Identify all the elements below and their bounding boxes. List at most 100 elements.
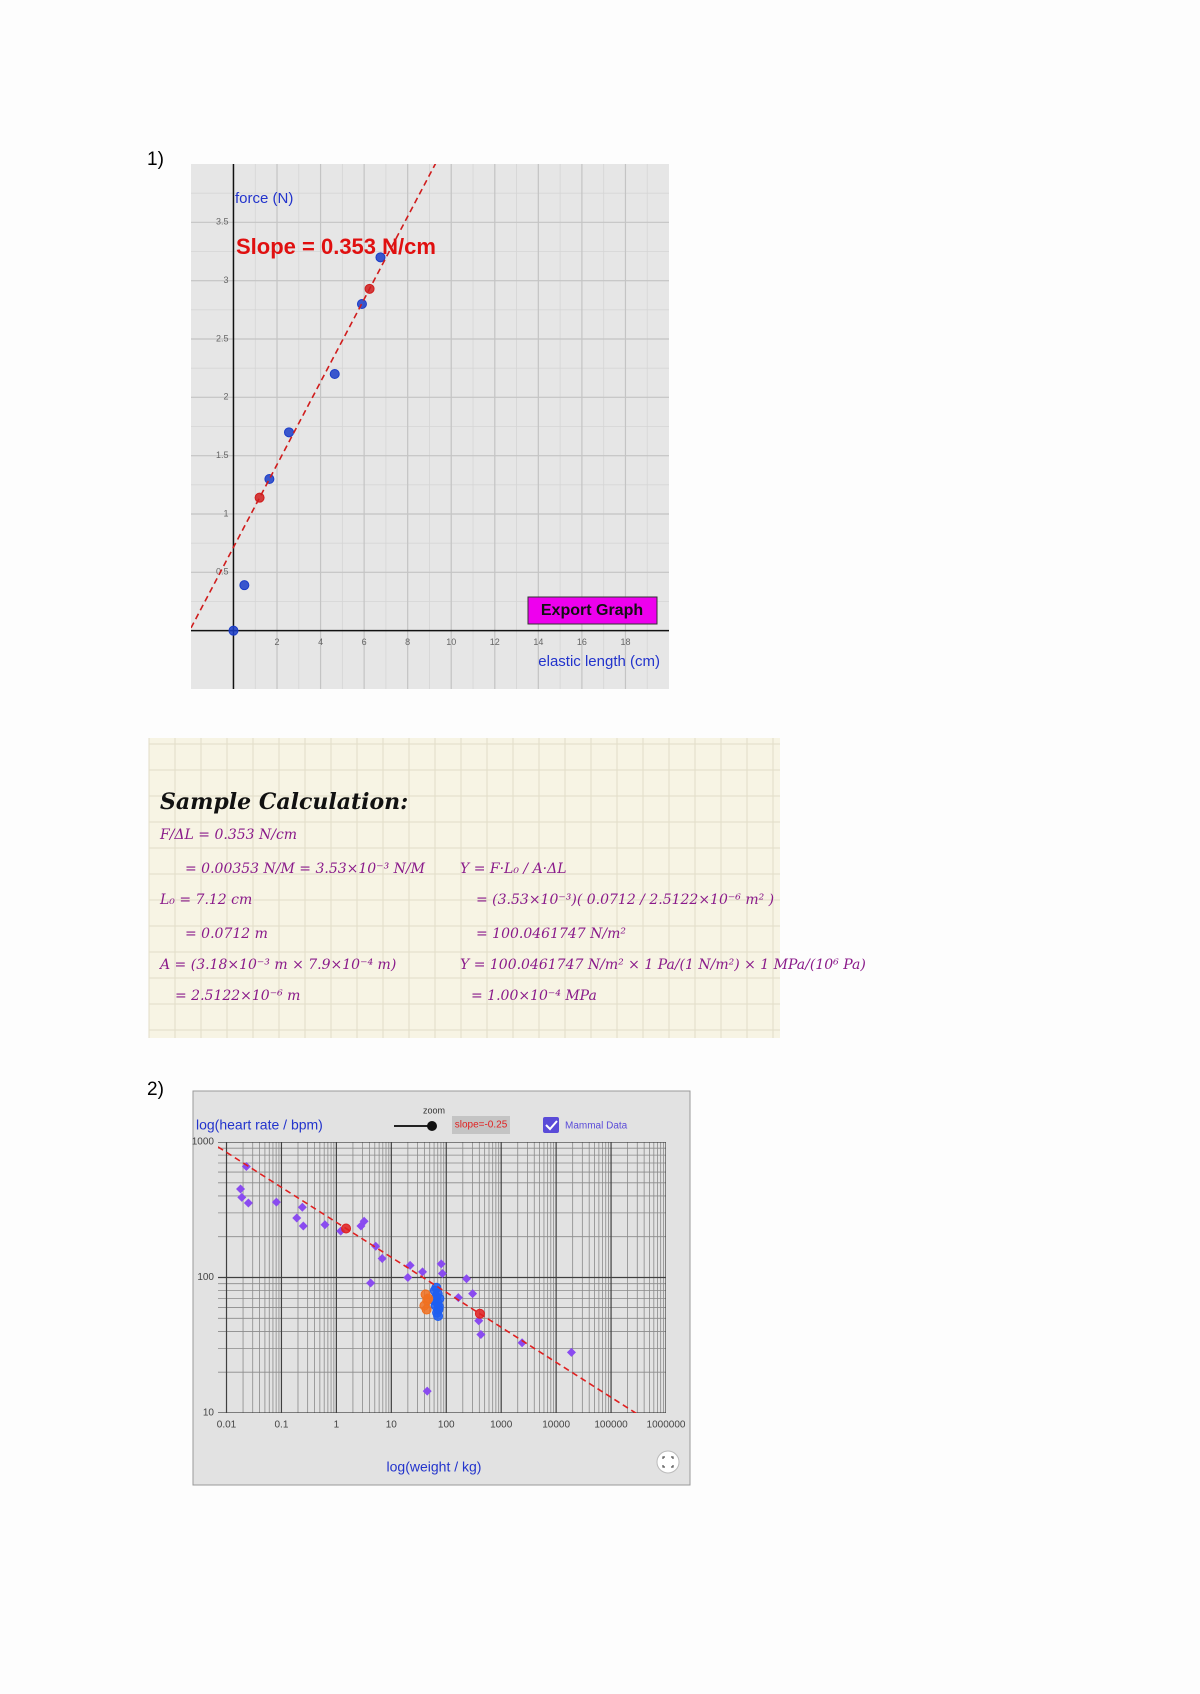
- x-tick-label: 10: [446, 637, 456, 647]
- x-tick-label: 8: [405, 637, 410, 647]
- button-label: Export Graph: [541, 602, 643, 619]
- x-tick-label: 10: [386, 1420, 398, 1431]
- data-point: [421, 1304, 432, 1315]
- section-label: 1): [147, 149, 164, 170]
- data-point: [422, 1386, 432, 1396]
- x-tick-label: 4: [318, 637, 323, 647]
- data-point: [474, 1308, 485, 1319]
- data-point: [453, 1293, 463, 1303]
- data-point: [364, 283, 375, 294]
- x-tick-label: 1: [334, 1420, 340, 1431]
- data-point: [566, 1347, 576, 1357]
- x-tick-label: 100: [438, 1420, 455, 1431]
- notes-grid: [148, 738, 780, 1038]
- calc-line: = 0.00353 N/M = 3.53×10⁻³ N/M: [185, 861, 426, 877]
- y-tick-label: 1: [223, 508, 228, 518]
- section-label: 2): [147, 1079, 164, 1100]
- calc-line: = 100.0461747 N/m²: [476, 926, 626, 942]
- data-point: [366, 1278, 376, 1288]
- data-point: [283, 427, 294, 438]
- y-tick-label: 3: [223, 275, 228, 285]
- data-point: [341, 1223, 352, 1234]
- data-point: [436, 1259, 446, 1269]
- slider-label: zoom: [423, 1105, 445, 1115]
- y-tick-label: 100: [197, 1272, 214, 1283]
- button-background: [656, 1450, 680, 1474]
- data-point: [297, 1202, 307, 1212]
- data-point: [329, 369, 340, 379]
- y-tick-label: 1.5: [216, 450, 229, 460]
- y-tick-label: 2: [223, 392, 228, 402]
- x-tick-label: 1000: [490, 1420, 513, 1431]
- y-tick-label: 1000: [192, 1137, 215, 1148]
- data-point: [237, 1192, 247, 1202]
- data-point: [431, 1282, 442, 1293]
- x-tick-label: 10000: [542, 1420, 570, 1431]
- grid: [218, 1142, 666, 1413]
- calc-line: L₀ = 7.12 cm: [159, 892, 252, 908]
- marks: [191, 164, 437, 636]
- data-point: [239, 580, 250, 591]
- chart: 0.01 0.1 1 10 100 1000 10000 100000 1000000 10 100…: [192, 1137, 686, 1431]
- calc-line: = 0.0712 m: [185, 926, 268, 942]
- x-tick-label: 0.01: [217, 1420, 237, 1431]
- y-tick-label: 10: [203, 1408, 215, 1419]
- legend-label: Mammal Data: [565, 1121, 628, 1132]
- data-point: [359, 1216, 369, 1226]
- calc-line: Y = 100.0461747 N/m² × 1 Pa/(1 N/m²) × 1…: [460, 957, 866, 973]
- x-tick-label: 2: [275, 637, 280, 647]
- checkbox: [543, 1117, 559, 1133]
- data-point: [377, 1254, 387, 1264]
- data-point: [468, 1289, 478, 1299]
- data-point: [356, 299, 367, 309]
- notes-title: Sample Calculation:: [160, 789, 408, 815]
- fit-line: [218, 1146, 638, 1413]
- marks: [218, 1146, 638, 1413]
- x-tick-label: 12: [490, 637, 500, 647]
- data-point: [418, 1267, 428, 1277]
- calc-line: = 2.5122×10⁻⁶ m: [175, 988, 300, 1004]
- data-point: [264, 474, 275, 484]
- data-point: [243, 1198, 253, 1208]
- data-point: [423, 1293, 434, 1304]
- x-tick-label: 100000: [594, 1420, 628, 1431]
- x-tick-label: 1000000: [647, 1420, 686, 1431]
- data-point: [403, 1273, 413, 1282]
- data-point: [433, 1310, 444, 1321]
- fit-line: [191, 164, 437, 629]
- export-button[interactable]: Export Graph: [527, 596, 658, 625]
- slope-label: slope=-0.25: [455, 1120, 508, 1131]
- mammal-checkbox[interactable]: [543, 1117, 559, 1133]
- calc-line: Y = F·L₀ / A·ΔL: [460, 861, 567, 877]
- y-tick-label: 0.5: [216, 567, 229, 577]
- data-point: [476, 1329, 486, 1339]
- zoom-slider[interactable]: [394, 1121, 437, 1131]
- data-point: [254, 492, 265, 503]
- notes-background: [149, 738, 780, 1038]
- fullscreen-icon: [662, 1456, 674, 1468]
- x-axis-label: log(weight / kg): [387, 1459, 482, 1475]
- fullscreen-button[interactable]: [656, 1450, 680, 1474]
- y-axis-label: log(heart rate / bpm): [196, 1117, 323, 1133]
- calc-line: A = (3.18×10⁻³ m × 7.9×10⁻⁴ m): [158, 957, 396, 973]
- data-point: [236, 1184, 246, 1194]
- x-tick-label: 16: [577, 637, 587, 647]
- y-tick-label: 2.5: [216, 333, 229, 343]
- calc-line: = (3.53×10⁻³)( 0.0712 / 2.5122×10⁻⁶ m² ): [476, 892, 774, 908]
- x-tick-label: 0.1: [274, 1420, 288, 1431]
- y-axis-label: force (N): [235, 190, 293, 207]
- data-point: [462, 1274, 472, 1284]
- data-point: [517, 1338, 527, 1348]
- button-background: [527, 596, 658, 625]
- calc-line: F/ΔL = 0.353 N/cm: [159, 827, 297, 843]
- data-point: [371, 1241, 381, 1251]
- x-tick-label: 14: [533, 637, 543, 647]
- slider-knob: [427, 1121, 437, 1131]
- annotation: Slope = 0.353 N/cm: [236, 234, 436, 259]
- x-tick-label: 18: [620, 637, 630, 647]
- x-tick-label: 6: [362, 637, 367, 647]
- y-tick-label: 3.5: [216, 217, 229, 227]
- data-point: [298, 1221, 308, 1231]
- checkmark: [545, 1120, 558, 1131]
